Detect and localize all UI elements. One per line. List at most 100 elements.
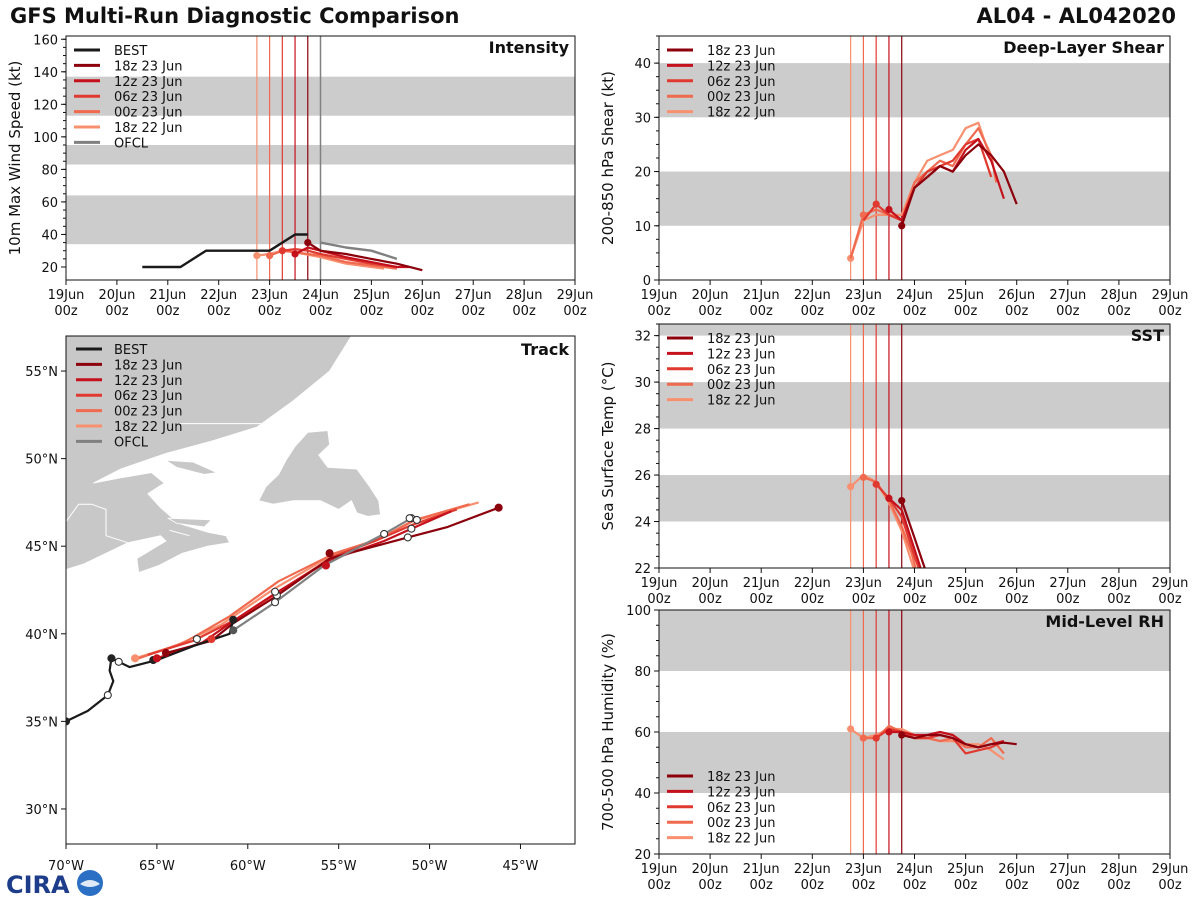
intensity-ytick-label: 120 <box>33 98 58 113</box>
rh-xtick-hour: 00z <box>1005 878 1029 893</box>
shear-threshold-band <box>659 171 1170 226</box>
shear-ytick-label: 20 <box>634 166 651 181</box>
rh-panel: 2040608010019Jun00z20Jun00z21Jun00z22Jun… <box>599 604 1188 893</box>
sst-init-point <box>847 483 855 491</box>
track-marker <box>131 654 140 663</box>
sst-ytick-label: 26 <box>634 469 651 484</box>
shear-init-point <box>847 254 855 262</box>
shear-ytick-label: 40 <box>634 57 651 72</box>
track-ytick-label: 55°N <box>25 365 58 380</box>
track-marker <box>114 657 123 666</box>
intensity-legend-label: 00z 23 Jun <box>114 106 183 121</box>
intensity-ytick-label: 40 <box>41 228 58 243</box>
track-legend-label: 18z 23 Jun <box>114 358 183 373</box>
rh-init-point <box>859 734 868 742</box>
sst-xtick-hour: 00z <box>750 592 774 607</box>
rh-xtick-hour: 00z <box>852 878 876 893</box>
intensity-init-point <box>253 252 261 260</box>
anticosti-land <box>164 459 219 475</box>
track-marker <box>161 649 171 658</box>
intensity-xtick-hour: 00z <box>360 304 384 319</box>
intensity-xtick-hour: 00z <box>207 304 231 319</box>
intensity-ytick-label: 80 <box>41 163 58 178</box>
sst-init-point <box>885 494 893 502</box>
intensity-ytick-label: 60 <box>41 196 58 211</box>
rh-xtick-day: 27Jun <box>1049 862 1086 877</box>
sst-series-line <box>875 483 920 569</box>
shear-init-point <box>885 205 893 214</box>
rh-init-point <box>898 731 906 739</box>
cloud-icon <box>80 880 100 887</box>
sst-series-line <box>900 500 926 569</box>
track-marker <box>229 615 238 624</box>
sst-threshold-band <box>659 324 1170 336</box>
shear-series-line <box>849 121 993 259</box>
intensity-xtick-day: 22Jun <box>200 288 237 303</box>
intensity-legend-label: 06z 23 Jun <box>114 90 183 105</box>
pei-land <box>167 517 213 528</box>
shear-xtick-day: 20Jun <box>692 288 729 303</box>
intensity-xtick-hour: 00z <box>462 304 486 319</box>
rh-threshold-band <box>659 610 1170 671</box>
sst-threshold-band <box>659 382 1170 429</box>
intensity-ytick-label: 160 <box>33 33 58 48</box>
sst-xtick-day: 21Jun <box>743 576 780 591</box>
intensity-xtick-day: 23Jun <box>251 288 288 303</box>
shear-xtick-hour: 00z <box>954 304 978 319</box>
intensity-series-line <box>320 241 398 261</box>
storm-id: AL04 - AL042020 <box>976 4 1177 28</box>
intensity-xtick-day: 25Jun <box>353 288 390 303</box>
track-title: Track <box>521 340 569 359</box>
sst-xtick-hour: 00z <box>647 592 671 607</box>
intensity-init-point <box>291 250 299 258</box>
intensity-init-point <box>304 238 312 247</box>
sst-xtick-day: 20Jun <box>692 576 729 591</box>
track-marker <box>271 587 280 596</box>
shear-xtick-hour: 00z <box>1005 304 1029 319</box>
rh-xtick-day: 22Jun <box>794 862 831 877</box>
track-marker <box>152 654 161 663</box>
intensity-xtick-hour: 00z <box>411 304 435 319</box>
sst-xtick-hour: 00z <box>954 592 978 607</box>
sst-series-line <box>863 476 917 569</box>
track-marker <box>325 549 334 558</box>
sst-xtick-day: 25Jun <box>947 576 984 591</box>
track-legend-label: 12z 23 Jun <box>114 374 183 389</box>
rh-xtick-hour: 00z <box>954 878 978 893</box>
figure-title: GFS Multi-Run Diagnostic Comparison <box>10 4 460 28</box>
rh-legend-label: 00z 23 Jun <box>707 816 776 831</box>
sst-xtick-day: 22Jun <box>794 576 831 591</box>
track-legend-label: 06z 23 Jun <box>114 389 183 404</box>
intensity-xtick-hour: 00z <box>105 304 129 319</box>
shear-xtick-hour: 00z <box>750 304 774 319</box>
track-xtick-label: 65°W <box>139 859 175 874</box>
shear-title: Deep-Layer Shear <box>1003 38 1164 57</box>
track-xtick-label: 45°W <box>503 859 539 874</box>
intensity-legend-label: OFCL <box>114 136 149 151</box>
track-frame <box>65 335 576 845</box>
intensity-xtick-day: 19Jun <box>48 288 85 303</box>
track-legend-label: 00z 23 Jun <box>114 405 183 420</box>
intensity-init-point <box>266 252 274 260</box>
rh-init-point <box>885 728 893 736</box>
track-marker <box>229 626 238 635</box>
track-marker <box>192 634 201 644</box>
track-marker <box>103 691 112 700</box>
sst-ytick-label: 28 <box>634 423 651 438</box>
track-ytick-label: 45°N <box>25 540 58 555</box>
rh-xtick-day: 29Jun <box>1152 862 1189 877</box>
intensity-xtick-hour: 00z <box>563 304 587 319</box>
rh-ytick-label: 40 <box>634 787 651 802</box>
rh-series-line <box>901 733 1017 749</box>
land-layer <box>66 336 381 603</box>
sst-ytick-label: 30 <box>634 376 651 391</box>
sst-ytick-label: 24 <box>634 516 651 531</box>
sst-xtick-hour: 00z <box>1107 592 1131 607</box>
rh-legend-label: 18z 23 Jun <box>707 770 776 785</box>
shear-panel: 01020304019Jun00z20Jun00z21Jun00z22Jun00… <box>599 35 1188 319</box>
track-marker <box>380 529 389 538</box>
labrador-border <box>178 423 301 435</box>
track-marker <box>403 533 412 542</box>
shear-legend-label: 18z 22 Jun <box>707 106 776 121</box>
